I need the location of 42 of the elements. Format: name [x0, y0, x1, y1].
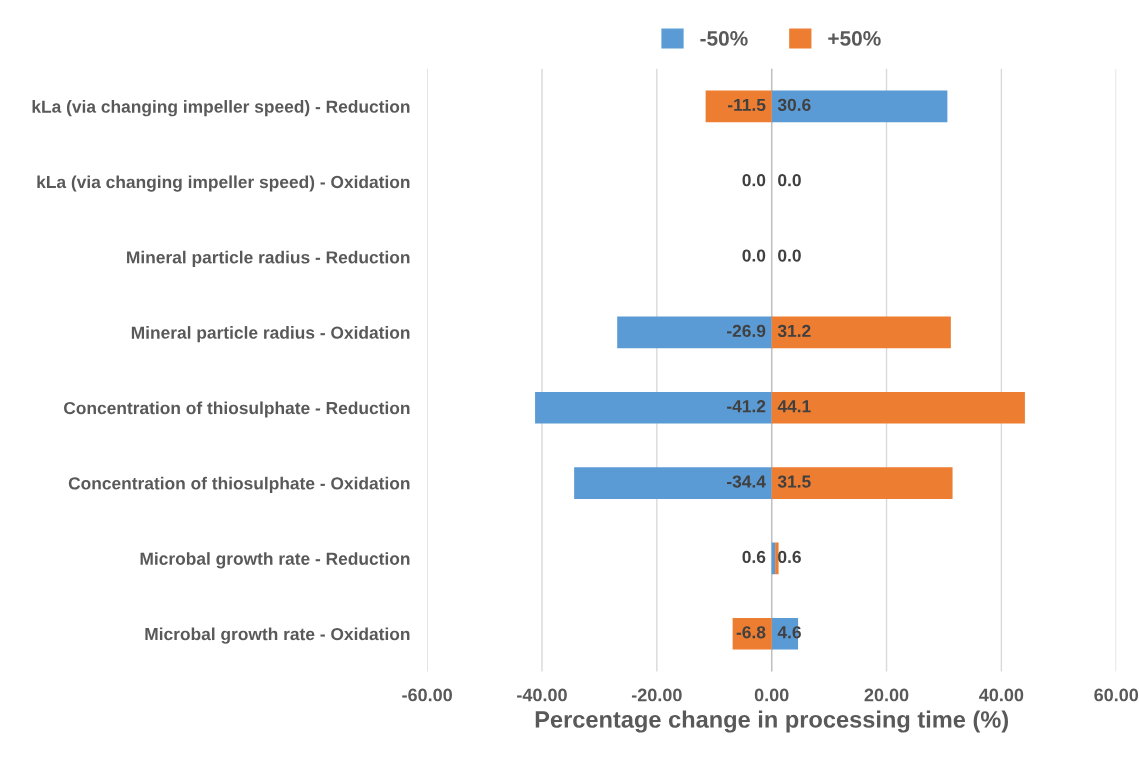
- x-tick-label: 60.00: [1094, 688, 1139, 702]
- y-tick-label: kLa (via changing impeller speed) - Oxidation: [37, 175, 410, 192]
- bar: [771, 316, 951, 349]
- data-label: 0.0: [778, 174, 801, 187]
- data-label: -6.8: [736, 626, 766, 639]
- data-label: -11.5: [728, 98, 766, 111]
- y-tick-label: Mineral particle radius - Reduction: [127, 250, 410, 267]
- legend-label: -50%: [700, 31, 748, 46]
- data-label: 31.2: [777, 324, 811, 338]
- data-label: 0.6: [742, 550, 766, 564]
- bar: [771, 391, 1025, 424]
- legend-label: +50%: [828, 31, 881, 46]
- x-tick-label: 40.00: [979, 688, 1024, 702]
- data-label: 31.5: [777, 475, 811, 488]
- bar: [535, 391, 772, 424]
- x-tick-label: -20.00: [631, 688, 682, 702]
- y-tick-label: Mineral particle radius - Oxidation: [131, 326, 410, 343]
- bar: [705, 90, 772, 123]
- data-label: -26.9: [727, 324, 766, 338]
- y-tick-label: Microbal growth rate - Reduction: [140, 552, 410, 569]
- bar: [771, 467, 953, 499]
- y-tick-label: kLa (via changing impeller speed) - Reduction: [32, 100, 410, 117]
- bar: [771, 90, 948, 123]
- bar: [775, 542, 779, 575]
- data-label: 30.6: [777, 98, 811, 112]
- x-axis-title: Percentage change in processing time (%): [535, 710, 1008, 733]
- data-label: -34.4: [727, 475, 766, 488]
- y-tick-label: Concentration of thiosulphate - Oxidation: [68, 476, 410, 493]
- data-label: 44.1: [777, 400, 811, 413]
- y-tick-label: Microbal growth rate - Oxidation: [145, 627, 410, 644]
- data-label: -41.2: [727, 400, 766, 413]
- bar: [732, 617, 772, 650]
- bar: [617, 316, 772, 349]
- bar: [574, 467, 772, 499]
- x-tick-label: 0.00: [754, 688, 789, 702]
- data-label: 0.0: [778, 249, 801, 262]
- data-label: 0.0: [742, 249, 766, 262]
- y-tick-label: Concentration of thiosulphate - Reduction: [64, 401, 410, 418]
- x-tick-label: -40.00: [517, 688, 567, 702]
- x-tick-label: -60.00: [402, 688, 452, 702]
- x-tick-label: 20.00: [864, 688, 909, 702]
- data-label: 0.0: [742, 174, 766, 187]
